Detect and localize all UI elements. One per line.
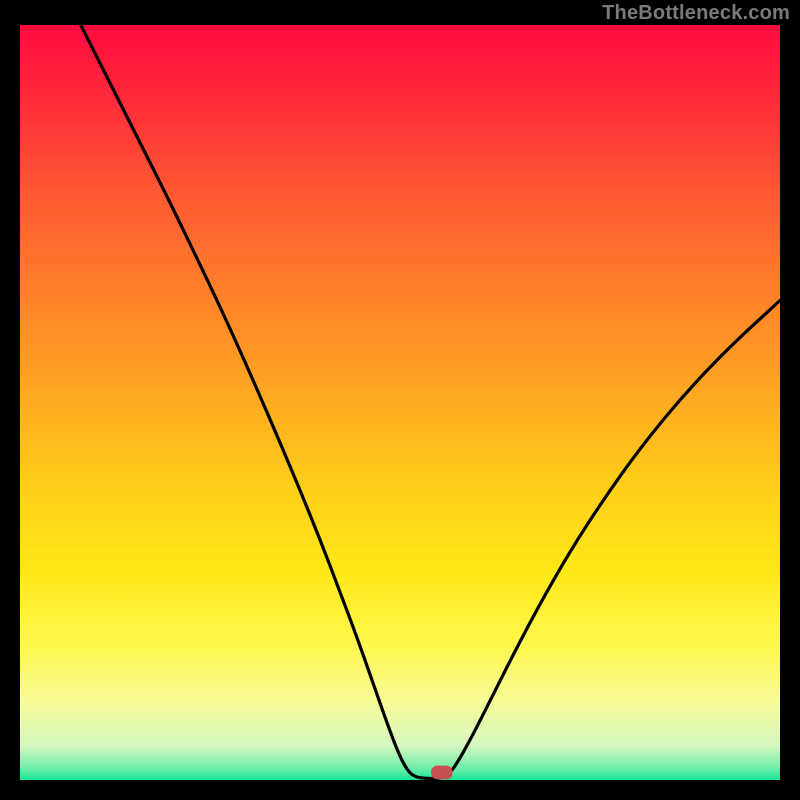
watermark-text: TheBottleneck.com	[602, 2, 790, 25]
gradient-background	[20, 25, 780, 780]
chart-stage: TheBottleneck.com	[0, 0, 800, 800]
optimal-point-marker	[431, 766, 452, 780]
bottleneck-chart-svg	[0, 0, 800, 800]
